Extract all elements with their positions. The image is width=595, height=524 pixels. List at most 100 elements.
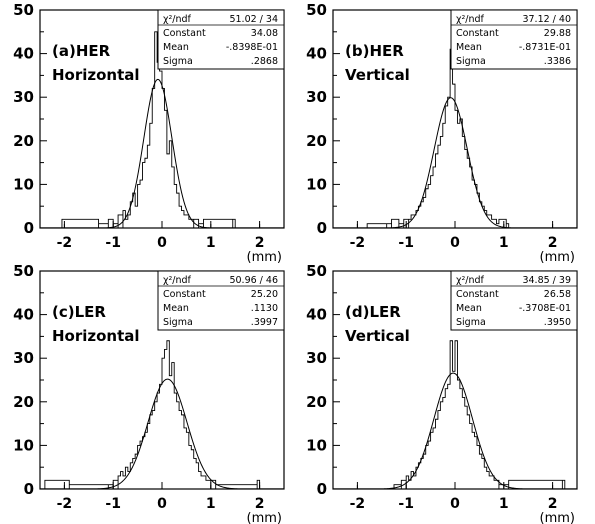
histogram-bin (470, 167, 472, 228)
histogram-bin (465, 406, 467, 489)
y-tick-label: 20 (13, 393, 34, 411)
y-tick-label: 10 (13, 175, 34, 193)
histogram-bin (445, 106, 447, 228)
x-tick-label: 2 (548, 496, 558, 512)
stats-label: Mean (163, 303, 189, 314)
x-tick-label: -2 (350, 235, 366, 251)
stats-label: χ²/ndf (456, 14, 485, 25)
histogram-bin (142, 163, 144, 228)
histogram-bin (421, 458, 423, 489)
histogram-bin (189, 219, 191, 228)
histogram-bin (184, 215, 186, 228)
x-tick-label: -1 (105, 235, 121, 251)
stats-box-frame (157, 9, 285, 70)
histogram-bin (118, 476, 120, 489)
histogram-bin (494, 480, 496, 489)
stats-box-frame (450, 9, 578, 70)
histogram-bin (206, 480, 208, 489)
histogram-bin (418, 206, 420, 228)
y-tick-label: 10 (306, 436, 327, 454)
histogram-bin (465, 150, 467, 228)
histogram-bin (409, 480, 411, 489)
histogram-bin (189, 445, 191, 489)
histogram-bin (414, 476, 416, 489)
histogram-bin (367, 224, 369, 228)
gaussian-fit-curve (333, 97, 577, 229)
histogram-bin (145, 432, 147, 489)
histogram-bin (169, 376, 171, 489)
histogram-bin (445, 389, 447, 489)
histogram-bin (179, 411, 181, 489)
histogram-bin (69, 485, 71, 489)
stats-label: Sigma (456, 56, 486, 67)
histogram-bin (455, 110, 457, 228)
histogram-bin (462, 136, 464, 228)
histogram-bin (174, 393, 176, 489)
histogram-bin (457, 123, 459, 228)
stats-value: 25.20 (251, 289, 278, 300)
stats-label: Mean (163, 42, 189, 53)
histogram-bin (392, 219, 394, 228)
histogram-bin (164, 349, 166, 489)
histogram-bin (562, 480, 564, 489)
stats-value: -.3708E-01 (519, 303, 571, 314)
stats-value: .3950 (544, 317, 571, 328)
histogram-bin (472, 180, 474, 228)
stats-value: 34.85 / 39 (522, 275, 571, 286)
histogram-bin (257, 480, 259, 489)
x-tick-label: -1 (398, 235, 414, 251)
histogram-bin (164, 110, 166, 228)
histogram-bin (431, 432, 433, 489)
histogram-panel-3: 0 10 20 30 40 50 -2 -1 0 1 2(mm) (d)LER Vertical χ²/n… (306, 262, 578, 524)
y-tick-label: 30 (306, 88, 327, 106)
histogram-bin (157, 393, 159, 489)
histogram-bin (453, 371, 455, 489)
histogram-bin (194, 458, 196, 489)
histogram-bin (448, 384, 450, 489)
x-tick-label: -1 (105, 496, 121, 512)
x-tick-label: 0 (157, 235, 167, 251)
x-tick-label: -1 (398, 496, 414, 512)
histogram-bin (123, 476, 125, 489)
x-tick-label: 0 (450, 235, 460, 251)
y-tick-label: 50 (306, 262, 327, 280)
histogram-bin (157, 62, 159, 228)
y-tick-label: 0 (24, 219, 34, 237)
stats-value: -.8731E-01 (519, 42, 571, 53)
stats-box-frame (450, 270, 578, 331)
histogram-bin (404, 219, 406, 228)
histogram-bin (462, 397, 464, 489)
histogram-panel-2: 0 10 20 30 40 50 -2 -1 0 1 2(mm) (c)LER Horizontal χ²… (13, 262, 285, 524)
histogram-bin (196, 463, 198, 489)
y-tick-label: 40 (13, 45, 34, 63)
histogram-bin (45, 480, 47, 489)
histogram-bin (199, 472, 201, 489)
histogram-bin (145, 158, 147, 228)
histogram-bin (460, 119, 462, 228)
y-tick-label: 20 (13, 132, 34, 150)
histogram-bin (155, 32, 157, 228)
stats-value: .2868 (251, 56, 278, 67)
histogram-bin (135, 206, 137, 228)
histogram-panel-1: 0 10 20 30 40 50 -2 -1 0 1 2(mm) (b)HER Vertical χ²/n… (306, 1, 578, 265)
histogram-bin (453, 84, 455, 228)
x-tick-label: -2 (57, 496, 73, 512)
stats-value: 29.88 (544, 28, 571, 39)
stats-label: Sigma (163, 317, 193, 328)
histogram-bin (455, 341, 457, 489)
histogram-bin (233, 219, 235, 228)
histogram-bin (203, 476, 205, 489)
stats-value: 51.02 / 34 (229, 14, 278, 25)
x-tick-label: 0 (450, 496, 460, 512)
x-tick-label: -2 (350, 496, 366, 512)
histogram-bin (150, 123, 152, 228)
histogram-bin (450, 49, 452, 228)
histogram-bin (167, 341, 169, 489)
histogram-bin (460, 389, 462, 489)
histogram-bin (423, 454, 425, 489)
stats-box: χ²/ndf 51.02 / 34 Constant 34.08 Mean -.8398E… (157, 9, 285, 70)
histogram-bin (172, 167, 174, 228)
histogram-bin (433, 428, 435, 489)
histogram-bin (162, 358, 164, 489)
histogram-bin (484, 467, 486, 489)
